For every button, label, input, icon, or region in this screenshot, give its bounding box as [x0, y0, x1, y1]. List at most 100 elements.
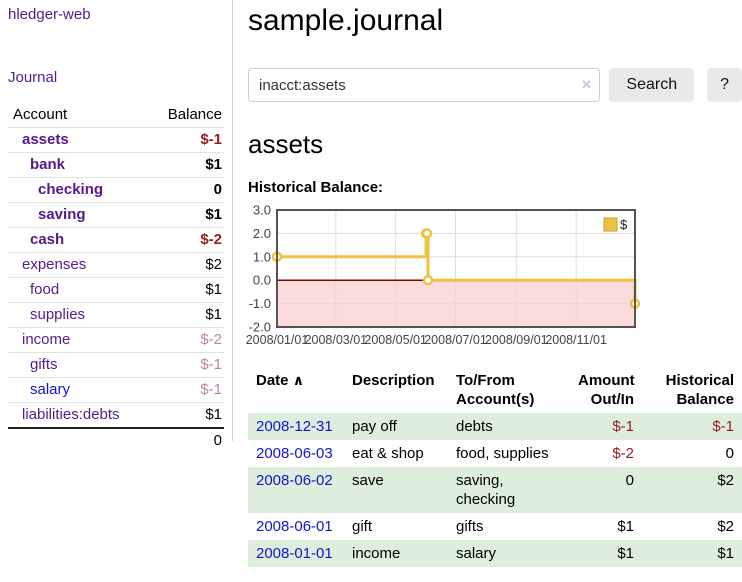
- svg-text:2008/01/01: 2008/01/01: [246, 333, 309, 347]
- sidebar-item-journal[interactable]: Journal: [8, 69, 58, 86]
- account-row: assets $-1: [8, 127, 224, 153]
- search-input[interactable]: [248, 68, 601, 102]
- account-balance: $-2: [147, 327, 224, 353]
- account-row: food $1: [8, 277, 224, 303]
- account-name-cell: income: [8, 327, 148, 353]
- svg-text:-1.0: -1.0: [249, 296, 271, 311]
- account-link[interactable]: salary: [30, 381, 71, 398]
- account-link[interactable]: liabilities:debts: [22, 406, 120, 423]
- account-row: liabilities:debts $1: [8, 402, 224, 428]
- sidebar: hledger-web Journal Account Balance asse…: [0, 0, 233, 453]
- account-row: income $-2: [8, 327, 224, 353]
- clear-search-icon[interactable]: ×: [581, 75, 592, 94]
- account-name-cell: food: [8, 277, 148, 303]
- table-row: 2008-01-01 income salary $1 $1: [248, 540, 742, 567]
- search-box: ×: [248, 68, 601, 102]
- amount-cell: $1: [570, 540, 642, 567]
- account-balance: $-1: [147, 352, 224, 378]
- account-balance: $1: [147, 202, 224, 228]
- date-cell: 2008-06-01: [248, 513, 344, 540]
- help-button[interactable]: ?: [707, 68, 742, 102]
- account-link[interactable]: checking: [38, 181, 104, 198]
- accounts-cell: gifts: [456, 518, 484, 535]
- account-row: checking 0: [8, 177, 224, 203]
- account-row: supplies $1: [8, 302, 224, 328]
- date-link[interactable]: 2008-12-31: [256, 418, 333, 435]
- accounts-cell: debts: [448, 413, 570, 440]
- account-name-cell: bank: [8, 152, 148, 178]
- register-header-balance: Historical Balance: [665, 372, 734, 408]
- account-link[interactable]: gifts: [30, 356, 58, 373]
- account-row: expenses $2: [8, 252, 224, 278]
- accounts-header-account: Account: [8, 103, 148, 128]
- account-link[interactable]: cash: [30, 231, 65, 248]
- accounts-tbody: assets $-1 bank $1 checking 0 saving $1 cash $-2 e…: [8, 127, 224, 428]
- amount-cell: $1: [617, 518, 634, 535]
- svg-text:$: $: [620, 217, 628, 232]
- account-name-cell: salary: [8, 377, 148, 403]
- account-name-cell: liabilities:debts: [8, 402, 148, 428]
- balance-cell: $1: [642, 540, 742, 567]
- svg-text:2008/03/01: 2008/03/01: [305, 333, 368, 347]
- account-link[interactable]: assets: [22, 131, 69, 148]
- date-cell: 2008-06-03: [248, 440, 344, 467]
- account-balance: $-2: [147, 227, 224, 253]
- description-cell: pay off: [344, 413, 448, 440]
- main-content: sample.journal × Search ? assets Histori…: [246, 0, 742, 567]
- account-link[interactable]: income: [22, 331, 71, 348]
- account-row: saving $1: [8, 202, 224, 228]
- sort-asc-icon: ∧: [292, 372, 305, 388]
- account-link[interactable]: food: [30, 281, 60, 298]
- balance-cell: $2: [642, 467, 742, 513]
- register-header-amount: Amount Out/In: [578, 372, 635, 408]
- accounts-total-spacer: [8, 427, 148, 453]
- accounts-table: Account Balance assets $-1 bank $1 checking 0…: [8, 103, 224, 453]
- date-link[interactable]: 2008-06-02: [256, 472, 333, 489]
- svg-text:1.0: 1.0: [253, 249, 271, 264]
- accounts-total-row: 0: [8, 427, 224, 453]
- balance-cell: $2: [717, 518, 734, 535]
- app-title-link[interactable]: hledger-web: [8, 6, 91, 23]
- account-name-cell: cash: [8, 227, 148, 253]
- account-name-cell: saving: [8, 202, 148, 228]
- balance-cell: 0: [725, 445, 734, 462]
- account-balance: $-1: [147, 127, 224, 153]
- date-link[interactable]: 2008-01-01: [256, 545, 333, 562]
- account-balance: $-1: [147, 377, 224, 403]
- date-cell: 2008-06-02: [248, 467, 344, 513]
- account-balance: $1: [147, 302, 224, 328]
- balance-chart: $3.0 2.0 1.0 0.0 -1.0 -2.0 2008/01/01 2008/03/0…: [246, 203, 742, 357]
- description-cell: save: [344, 467, 448, 513]
- register-table: Date ∧ Description To/From Account(s) Am…: [248, 367, 742, 567]
- date-link[interactable]: 2008-06-01: [256, 518, 333, 535]
- account-row: salary $-1: [8, 377, 224, 403]
- account-row: bank $1: [8, 152, 224, 178]
- table-row: 2008-06-02 save saving, checking 0 $2: [248, 467, 742, 513]
- account-link[interactable]: expenses: [22, 256, 87, 273]
- account-name-cell: expenses: [8, 252, 148, 278]
- description-cell: gift: [352, 518, 373, 535]
- account-name-cell: gifts: [8, 352, 148, 378]
- account-balance: $1: [147, 152, 224, 178]
- search-button[interactable]: Search: [609, 68, 695, 102]
- description-cell: income: [344, 540, 448, 567]
- svg-text:2008/05/01: 2008/05/01: [364, 333, 427, 347]
- account-link[interactable]: supplies: [30, 306, 86, 323]
- date-cell: 2008-01-01: [248, 540, 344, 567]
- account-link[interactable]: bank: [30, 156, 66, 173]
- accounts-header-balance: Balance: [147, 103, 224, 128]
- accounts-cell: saving, checking: [448, 467, 570, 513]
- search-form: × Search ?: [248, 68, 742, 102]
- account-link[interactable]: saving: [38, 206, 86, 223]
- svg-text:0.0: 0.0: [253, 273, 271, 288]
- accounts-header-row: Account Balance: [8, 103, 224, 128]
- date-link[interactable]: 2008-06-03: [256, 445, 333, 462]
- accounts-cell: food, supplies: [456, 445, 549, 462]
- amount-cell: $-2: [612, 445, 634, 462]
- amount-cell: $-1: [570, 413, 642, 440]
- historical-balance-label: Historical Balance:: [248, 179, 384, 196]
- account-heading: assets: [248, 129, 324, 159]
- register-header-date[interactable]: Date ∧: [256, 372, 305, 389]
- svg-text:2008/11/01: 2008/11/01: [545, 333, 607, 347]
